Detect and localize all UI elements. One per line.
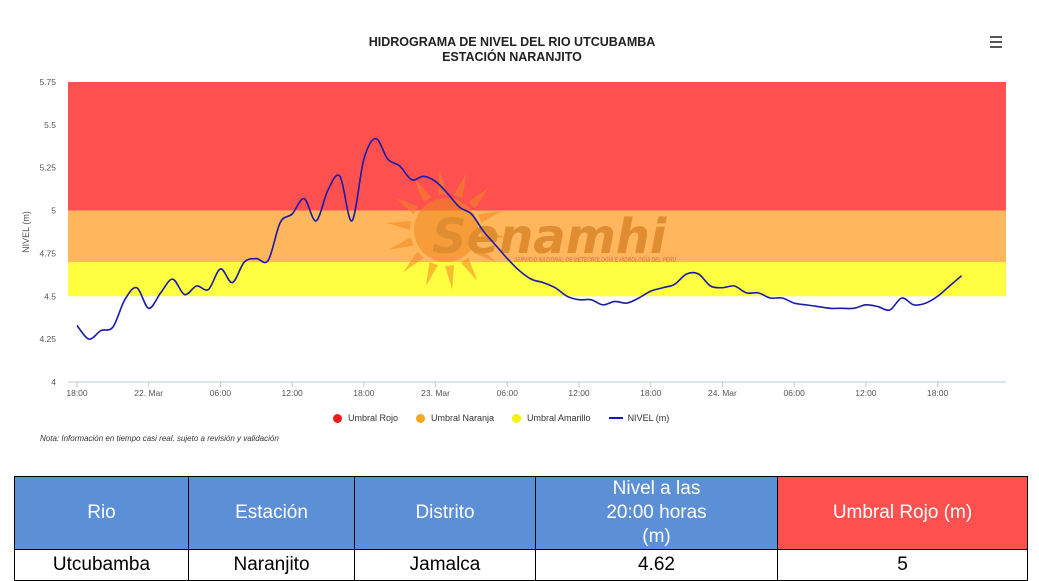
legend-item-umbral-amarillo[interactable]: Umbral Amarillo <box>512 413 591 423</box>
series-line-nivel <box>76 137 963 340</box>
header-umbral-rojo: Umbral Rojo (m) <box>777 476 1028 550</box>
x-tick-label: 24. Mar <box>708 388 737 398</box>
hydrograph-chart: HIDROGRAMA DE NIVEL DEL RIO UTCUBAMBA ES… <box>21 35 1006 398</box>
chart-axes: 4 4.25 4.5 4.75 5 5.25 5.5 5.75 18:00 22. Mar 06:0… <box>39 77 1006 398</box>
senamhi-watermark: Senamhi SERVICIO NACIONAL DE METEOROLOGÍ… <box>386 170 677 290</box>
orange-dot-icon <box>416 413 426 423</box>
sun-ray <box>460 258 478 282</box>
y-tick-label: 5.5 <box>44 120 56 130</box>
y-tick-label: 4.5 <box>44 291 56 301</box>
cell-rio: Utcubamba <box>14 549 189 581</box>
cell-nivel: 4.62 <box>535 549 778 581</box>
x-tick-label: 18:00 <box>927 388 949 398</box>
legend-item-nivel[interactable]: NIVEL (m) <box>608 413 670 423</box>
sun-ray <box>478 210 503 223</box>
chart-subtitle: ESTACIÓN NARANJITO <box>442 49 582 64</box>
x-tick-label: 06:00 <box>497 388 519 398</box>
yellow-dot-icon <box>512 413 522 423</box>
blue-line-icon <box>608 417 623 419</box>
legend-item-umbral-rojo[interactable]: Umbral Rojo <box>333 413 398 423</box>
hamburger-menu-icon[interactable] <box>984 33 1010 53</box>
y-tick-label: 4.75 <box>39 248 56 258</box>
header-estacion: Estación <box>188 476 355 550</box>
legend-label: Umbral Amarillo <box>527 413 591 423</box>
x-tick-label: 12:00 <box>282 388 304 398</box>
band-umbral-rojo <box>68 82 1006 211</box>
y-tick-label: 5.25 <box>39 163 56 173</box>
cell-umbral-rojo: 5 <box>777 549 1028 581</box>
header-rio: Rio <box>14 476 189 550</box>
sun-ray <box>403 251 424 273</box>
x-tick-label: 06:00 <box>784 388 806 398</box>
x-tick-label: 18:00 <box>66 388 88 398</box>
cell-distrito: Jamalca <box>354 549 536 581</box>
x-tick-label: 22. Mar <box>134 388 163 398</box>
table-header-row: Rio Estación Distrito Nivel a las 20:00 … <box>14 476 1028 550</box>
x-tick-label: 06:00 <box>210 388 232 398</box>
watermark-logo-text: Senamhi <box>432 209 667 265</box>
sun-ray <box>437 170 447 195</box>
summary-table: Rio Estación Distrito Nivel a las 20:00 … <box>14 476 1028 581</box>
legend-label: NIVEL (m) <box>627 413 670 423</box>
sun-ray <box>468 187 489 209</box>
watermark-subtext: SERVICIO NACIONAL DE METEOROLOGÍA E HIDR… <box>514 255 677 264</box>
x-tick-label: 18:00 <box>640 388 662 398</box>
y-tick-label: 5.75 <box>39 77 56 87</box>
x-tick-label: 23. Mar <box>421 388 450 398</box>
table-row: Utcubamba Naranjito Jamalca 4.62 5 <box>14 549 1028 581</box>
series-layer <box>76 137 963 340</box>
header-nivel: Nivel a las 20:00 horas (m) <box>535 476 778 550</box>
legend-label: Umbral Rojo <box>348 413 399 423</box>
red-dot-icon <box>333 413 342 423</box>
sun-ray <box>473 245 497 263</box>
sun-ray <box>414 178 432 202</box>
sun-ray <box>386 221 412 230</box>
sun-ray <box>454 173 467 198</box>
band-umbral-naranja <box>68 210 1006 262</box>
cell-estacion: Naranjito <box>188 549 355 581</box>
y-tick-label: 4 <box>51 377 56 387</box>
sun-ray <box>425 262 438 287</box>
sun-ray <box>389 237 414 250</box>
y-tick-label: 5 <box>51 206 56 216</box>
header-distrito: Distrito <box>354 476 536 550</box>
chart-title: HIDROGRAMA DE NIVEL DEL RIO UTCUBAMBA <box>369 35 656 49</box>
watermark-sun-icon <box>414 198 478 262</box>
chart-legend: Umbral Rojo Umbral Naranja Umbral Amaril… <box>333 411 687 425</box>
sun-ray <box>395 197 419 215</box>
y-tick-label: 4.25 <box>39 334 56 344</box>
threshold-bands <box>68 82 1006 297</box>
x-tick-label: 12:00 <box>568 388 590 398</box>
x-tick-label: 18:00 <box>353 388 375 398</box>
x-tick-label: 12:00 <box>855 388 877 398</box>
legend-label: Umbral Naranja <box>431 413 495 423</box>
band-umbral-amarillo <box>68 262 1006 297</box>
sun-ray <box>445 265 455 290</box>
chart-note: Nota: Información en tiempo casi real, s… <box>40 434 279 443</box>
y-axis-label: NIVEL (m) <box>21 211 31 253</box>
legend-item-umbral-naranja[interactable]: Umbral Naranja <box>416 413 494 423</box>
